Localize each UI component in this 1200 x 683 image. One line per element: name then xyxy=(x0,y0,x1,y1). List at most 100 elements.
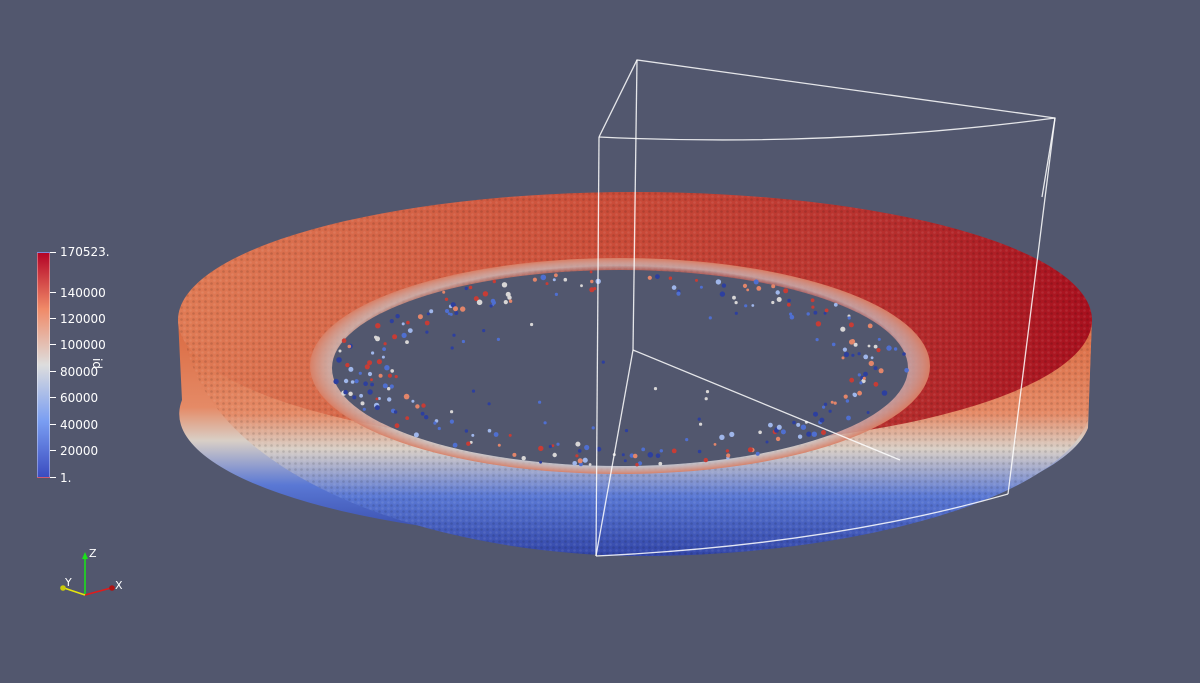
particle xyxy=(849,377,855,383)
particle xyxy=(588,463,592,466)
particle xyxy=(394,423,400,429)
particle xyxy=(699,422,703,426)
particle xyxy=(768,422,773,428)
particle xyxy=(863,371,868,377)
particle xyxy=(747,447,753,453)
particle xyxy=(394,375,398,379)
particle xyxy=(655,274,660,279)
particle xyxy=(359,393,363,398)
particle xyxy=(862,376,866,380)
particle xyxy=(676,291,681,296)
particle xyxy=(833,401,837,405)
y-axis-line xyxy=(63,587,86,596)
particle xyxy=(367,371,373,377)
particle xyxy=(492,279,496,284)
particle xyxy=(393,410,398,414)
tick-mark xyxy=(50,450,56,451)
particle xyxy=(384,365,390,371)
particle xyxy=(715,279,722,285)
particle xyxy=(454,311,459,315)
particle xyxy=(697,449,702,454)
particle xyxy=(375,323,381,329)
particle xyxy=(629,453,634,458)
particle xyxy=(582,457,588,463)
particle xyxy=(377,397,381,400)
particle xyxy=(658,461,663,466)
particle xyxy=(719,434,725,440)
particle xyxy=(721,283,727,288)
particle xyxy=(447,312,451,316)
particle xyxy=(863,354,869,360)
particle xyxy=(429,309,434,314)
particle xyxy=(554,292,559,296)
particle xyxy=(336,357,342,363)
particle xyxy=(450,346,454,350)
particle xyxy=(596,446,602,452)
particle xyxy=(775,290,780,295)
particle xyxy=(538,400,542,404)
particle xyxy=(589,287,595,293)
y-axis-label: Y xyxy=(65,576,72,589)
particle xyxy=(545,282,549,286)
scalar-bar-legend[interactable]: 170523. 140000 120000 100000 80000 60000… xyxy=(0,0,140,500)
particle xyxy=(354,379,359,384)
particle xyxy=(876,348,881,353)
particle xyxy=(413,432,419,438)
particle xyxy=(771,284,776,289)
particle xyxy=(867,323,873,329)
particle xyxy=(729,431,735,437)
particle xyxy=(870,356,874,360)
particle xyxy=(671,285,677,290)
particle xyxy=(713,443,717,446)
particle xyxy=(786,302,791,307)
particle xyxy=(405,416,410,420)
particle xyxy=(551,444,555,447)
particle xyxy=(415,404,420,409)
particle xyxy=(623,459,627,463)
particle xyxy=(508,433,512,437)
tick-label: 140000 xyxy=(60,286,106,300)
particle xyxy=(572,461,577,466)
tick-mark xyxy=(50,344,56,345)
particle xyxy=(641,447,646,452)
particle xyxy=(577,449,582,453)
particle xyxy=(647,452,654,458)
particle xyxy=(753,279,759,285)
tick-mark xyxy=(50,371,56,372)
particle xyxy=(601,360,605,364)
particle xyxy=(775,436,781,442)
particle xyxy=(577,458,583,464)
particle xyxy=(806,431,812,437)
particle xyxy=(471,389,476,393)
particle xyxy=(846,415,851,421)
particle xyxy=(873,381,879,387)
particle xyxy=(392,334,398,340)
particle xyxy=(848,322,854,328)
particle xyxy=(425,330,429,334)
tick-label: 100000 xyxy=(60,338,106,352)
particle xyxy=(345,362,350,368)
particle xyxy=(756,286,762,291)
particle xyxy=(857,390,862,396)
particle xyxy=(811,305,815,309)
particle xyxy=(776,297,782,302)
particle xyxy=(449,419,454,424)
particle xyxy=(468,285,473,290)
particle xyxy=(420,411,425,416)
particle xyxy=(370,382,374,387)
particle xyxy=(490,298,496,304)
particle xyxy=(719,291,726,297)
particle xyxy=(403,393,410,400)
scalar-bar-title: id xyxy=(90,358,104,369)
particle xyxy=(811,431,817,437)
particle xyxy=(548,444,552,449)
particle xyxy=(695,278,698,282)
particle xyxy=(830,400,834,404)
max-label: 170523. xyxy=(60,245,110,259)
particle xyxy=(421,403,426,408)
particle xyxy=(382,383,388,389)
particle xyxy=(376,359,382,365)
particle xyxy=(823,311,827,315)
